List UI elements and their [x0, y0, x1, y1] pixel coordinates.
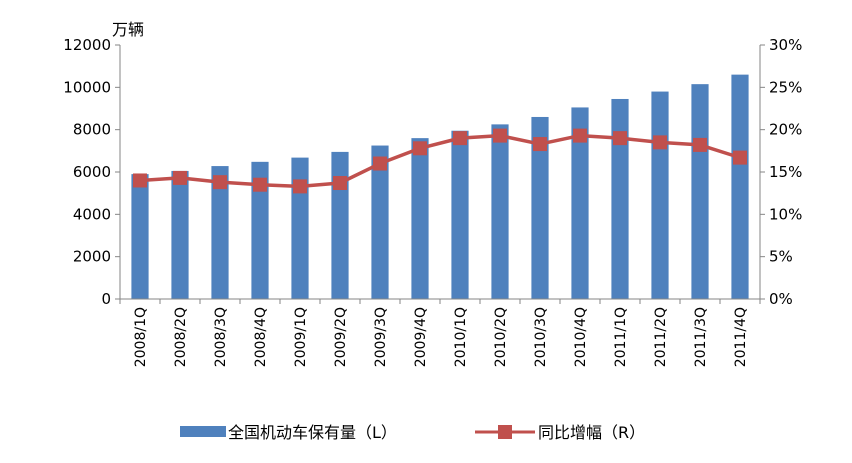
bar-2010/4Q: [571, 107, 589, 299]
x-tick-label: 2009/3Q: [373, 307, 389, 367]
y-right-tick-label: 10%: [769, 205, 802, 223]
bar-2009/1Q: [291, 157, 309, 299]
y-left-tick-label: 12000: [63, 36, 111, 54]
growth-marker-2010/2Q: [493, 128, 507, 143]
growth-marker-2011/3Q: [693, 137, 707, 152]
growth-marker-2011/1Q: [613, 131, 627, 146]
x-tick-label: 2008/1Q: [133, 307, 149, 367]
y-right-tick-label: 30%: [769, 36, 802, 54]
x-tick-label: 2011/1Q: [613, 307, 629, 367]
y-left-tick-label: 0: [101, 290, 111, 308]
growth-marker-2009/4Q: [413, 141, 427, 156]
bar-series: [131, 74, 749, 300]
line-series: [133, 128, 747, 194]
x-tick-label: 2008/2Q: [173, 307, 189, 367]
y-left-tick-label: 2000: [73, 248, 111, 266]
y-left-tick-label: 8000: [73, 121, 111, 139]
bar-2009/2Q: [331, 151, 349, 299]
bar-2011/3Q: [691, 84, 709, 300]
x-tick-label: 2011/2Q: [653, 307, 669, 367]
x-tick-label: 2011/3Q: [693, 307, 709, 367]
growth-marker-2009/3Q: [373, 156, 387, 171]
bar-2008/3Q: [211, 166, 229, 299]
bar-2011/1Q: [611, 98, 629, 299]
growth-marker-2011/4Q: [733, 150, 747, 165]
bar-2010/1Q: [451, 130, 469, 299]
growth-marker-2008/2Q: [173, 170, 187, 185]
y-right-tick-label: 25%: [769, 78, 802, 96]
growth-marker-2008/3Q: [213, 175, 227, 190]
bar-2009/3Q: [371, 145, 389, 299]
bar-2008/2Q: [171, 170, 189, 299]
x-tick-label: 2011/4Q: [733, 307, 749, 367]
bar-2011/4Q: [731, 74, 749, 299]
growth-marker-2009/1Q: [293, 179, 307, 194]
x-tick-label: 2010/3Q: [533, 307, 549, 367]
y-right-tick-label: 0%: [769, 290, 793, 308]
legend-swatch-bar: [180, 426, 226, 437]
x-tick-label: 2010/4Q: [573, 307, 589, 367]
y-right-tick-label: 5%: [769, 248, 793, 266]
growth-marker-2008/1Q: [133, 173, 147, 188]
y-left-tick-label: 6000: [73, 163, 111, 181]
bar-2010/2Q: [491, 124, 509, 299]
y-left-unit-label: 万辆: [112, 20, 144, 39]
y-right-tick-label: 20%: [769, 121, 802, 139]
y-left-tick-label: 4000: [73, 205, 111, 223]
y-right-tick-label: 15%: [769, 163, 802, 181]
growth-marker-2011/2Q: [653, 135, 667, 150]
legend-marker-line: [498, 425, 512, 439]
legend-label-line: 同比增幅（R）: [538, 423, 645, 442]
growth-line: [139, 133, 741, 189]
growth-marker-2010/1Q: [453, 131, 467, 146]
bar-2009/4Q: [411, 138, 429, 299]
x-tick-label: 2010/2Q: [493, 307, 509, 367]
x-tick-label: 2008/4Q: [253, 307, 269, 367]
x-tick-label: 2010/1Q: [453, 307, 469, 367]
legend-label-bar: 全国机动车保有量（L）: [228, 423, 397, 442]
x-tick-label: 2008/3Q: [213, 307, 229, 367]
bar-2008/4Q: [251, 161, 269, 299]
bar-2008/1Q: [131, 174, 149, 299]
bar-2010/3Q: [531, 116, 549, 299]
growth-marker-2010/3Q: [533, 137, 547, 152]
x-tick-label: 2009/1Q: [293, 307, 309, 367]
x-tick-label: 2009/2Q: [333, 307, 349, 367]
growth-marker-2008/4Q: [253, 177, 267, 192]
legend: 全国机动车保有量（L） 同比增幅（R）: [180, 423, 645, 442]
x-tick-label: 2009/4Q: [413, 307, 429, 367]
axes: 0 2000 4000 6000 8000 10000 12000 0% 5% 10% 15% 20%…: [63, 36, 802, 367]
y-left-tick-label: 10000: [63, 78, 111, 96]
bar-2011/2Q: [651, 91, 669, 299]
growth-marker-2009/2Q: [333, 176, 347, 191]
growth-marker-2010/4Q: [573, 128, 587, 143]
